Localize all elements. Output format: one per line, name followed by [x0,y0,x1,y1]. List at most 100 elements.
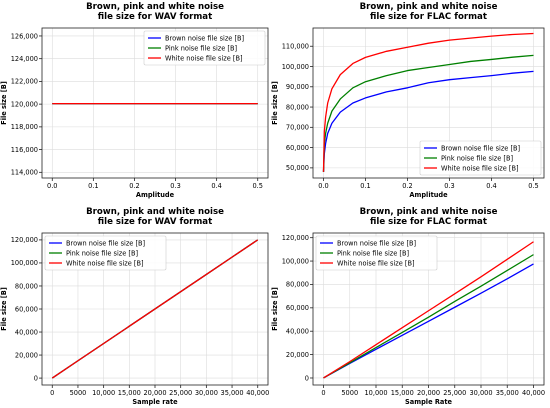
x-tick-label: 0 [50,389,54,397]
chart-title-line: file size for FLAC format [370,12,487,22]
plot-frame [312,232,545,386]
y-axis-label: File size [B] [271,287,279,331]
x-tick-label: 0.1 [360,182,371,190]
y-tick-label: 80,000 [286,103,309,111]
legend-label: White noise file size [B] [441,164,519,172]
series-line [322,70,534,172]
chart-title-line: file size for WAV format [98,12,212,22]
series-line [323,254,534,379]
x-tick-label: 0.4 [486,182,497,190]
series-line [322,54,534,172]
series-line [51,239,259,379]
x-tick-label: 25,000 [443,389,466,397]
y-tick-label: 116,000 [11,146,38,154]
x-tick-label: 0.5 [528,182,539,190]
chart-title-line: file size for FLAC format [370,217,487,227]
y-tick-label: 80,000 [15,282,38,290]
legend-label: Brown noise file size [B] [337,239,416,247]
x-tick-label: 35,000 [221,389,244,397]
y-tick-label: 120,000 [11,236,38,244]
x-tick-label: 30,000 [469,389,492,397]
y-tick-label: 122,000 [11,78,38,86]
x-tick-label: 0 [321,389,325,397]
y-tick-label: 20,000 [15,351,38,359]
x-tick-label: 0.4 [211,182,222,190]
legend-label: Brown noise file size [B] [66,239,145,247]
x-tick-label: 40,000 [246,389,269,397]
y-tick-label: 110,000 [282,43,309,51]
y-tick-label: 100,000 [282,257,309,265]
y-tick-label: 124,000 [11,55,38,63]
series-line [323,241,534,379]
legend-box [315,235,438,271]
chart-title-line: Brown, pink and white noise [86,2,224,12]
y-tick-label: 70,000 [286,124,309,132]
x-tick-label: 35,000 [496,389,519,397]
y-tick-label: 80,000 [286,281,309,289]
x-tick-label: 0.5 [252,182,263,190]
chart-title-line: Brown, pink and white noise [360,207,498,217]
chart-title-line: Brown, pink and white noise [360,2,498,12]
legend-label: White noise file size [B] [337,259,415,267]
y-tick-label: 120,000 [11,100,38,108]
y-tick-label: 40,000 [15,328,38,336]
x-axis-label: Sample Rate [405,398,452,406]
legend: Brown noise file size [B] Pink noise file… [44,235,167,271]
x-tick-label: 5000 [341,389,358,397]
legend: Brown noise file size [B] Pink noise file… [419,140,542,176]
legend-label: Pink noise file size [B] [441,154,513,162]
y-tick-label: 100,000 [11,259,38,267]
legend-label: Pink noise file size [B] [66,249,138,257]
y-tick-label: 120,000 [282,234,309,242]
plot-frame [41,232,269,386]
legend-label: Pink noise file size [B] [337,249,409,257]
legend-box [143,30,266,66]
x-tick-label: 0.1 [88,182,99,190]
x-tick-label: 0.3 [170,182,181,190]
y-tick-label: 114,000 [11,169,38,177]
y-tick-label: 20,000 [286,351,309,359]
x-axis-label: Amplitude [409,191,448,199]
series-line [322,32,534,172]
y-tick-label: 0 [34,374,38,382]
y-axis-label: File size [B] [0,287,8,331]
x-tick-label: 0.0 [47,182,58,190]
x-tick-label: 0.2 [402,182,413,190]
x-tick-label: 30,000 [195,389,218,397]
plot-frame [312,27,545,179]
x-tick-label: 10,000 [364,389,387,397]
legend-label: Brown noise file size [B] [441,144,520,152]
x-tick-label: 40,000 [522,389,545,397]
x-tick-label: 15,000 [391,389,414,397]
x-axis-label: Sample rate [132,398,178,406]
y-tick-label: 126,000 [11,32,38,40]
x-tick-label: 5000 [70,389,87,397]
y-axis-label: File size [B] [0,81,8,125]
y-tick-label: 60,000 [15,305,38,313]
legend: Brown noise file size [B] Pink noise file… [143,30,266,66]
legend-box [44,235,167,271]
y-tick-label: 90,000 [286,83,309,91]
plot-frame [41,27,269,179]
y-tick-label: 50,000 [286,164,309,172]
x-tick-label: 0.2 [129,182,140,190]
y-tick-label: 0 [305,374,309,382]
chart-title-line: file size for WAV format [98,217,212,227]
legend-label: Pink noise file size [B] [165,44,237,52]
y-tick-label: 60,000 [286,304,309,312]
x-tick-label: 20,000 [143,389,166,397]
legend: Brown noise file size [B] Pink noise file… [315,235,438,271]
x-tick-label: 15,000 [118,389,141,397]
legend-box [419,140,542,176]
x-tick-label: 0.3 [444,182,455,190]
y-axis-label: File size [B] [271,81,279,125]
y-tick-label: 100,000 [282,63,309,71]
chart-title-line: Brown, pink and white noise [86,207,224,217]
x-tick-label: 0.0 [318,182,329,190]
y-tick-label: 118,000 [11,123,38,131]
